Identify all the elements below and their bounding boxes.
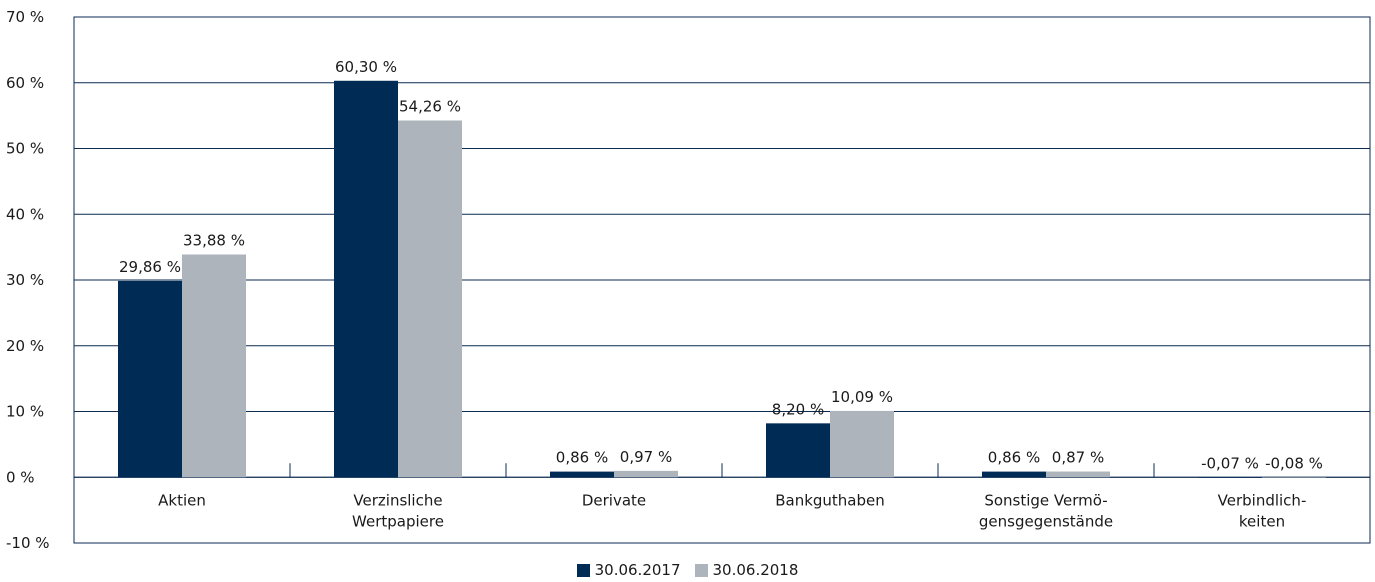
data-label: 10,09 %: [831, 388, 893, 406]
category-label: Verzinsliche Wertpapiere: [352, 491, 444, 530]
category-label: Sonstige Vermö-gensgegenstände: [979, 491, 1113, 530]
y-axis-tick-labels: 70 % 60 % 50 % 40 % 30 % 20 % 10 % 0 % -10 %: [6, 8, 50, 552]
data-label: 0,97 %: [620, 448, 672, 466]
bar: [334, 80, 398, 478]
bar: [766, 423, 830, 478]
bar: [118, 280, 182, 478]
data-label: -0,07 %: [1201, 454, 1259, 472]
data-label: 29,86 %: [119, 258, 181, 276]
y-tick-label: 40 %: [6, 205, 44, 223]
legend: 30.06.2017 30.06.2018: [0, 559, 1375, 581]
bar: [550, 471, 614, 478]
bar: [830, 410, 894, 478]
legend-swatch-2018: [694, 563, 708, 577]
category-label: Verbindlich-keiten: [1218, 491, 1307, 530]
data-label: 33,88 %: [183, 231, 245, 249]
data-label: 0,86 %: [556, 449, 608, 467]
bar: [1046, 471, 1110, 478]
data-label: 8,20 %: [772, 400, 824, 418]
y-tick-label: 60 %: [6, 74, 44, 92]
data-label: 54,26 %: [399, 97, 461, 115]
y-tick-label: 30 %: [6, 271, 44, 289]
y-tick-label: 70 %: [6, 8, 44, 26]
bar: [614, 470, 678, 478]
legend-swatch-2017: [576, 563, 590, 577]
data-labels: 29,86 %33,88 % 60,30 % 54,26 % 0,86 % 0,97 %…: [119, 58, 1323, 472]
bar: [398, 120, 462, 478]
y-tick-label: 50 %: [6, 140, 44, 158]
y-tick-label: 0 %: [6, 468, 35, 486]
y-tick-label: 20 %: [6, 337, 44, 355]
bar: [1262, 477, 1326, 478]
data-label: 60,30 %: [335, 58, 397, 76]
legend-label-2018: 30.06.2018: [712, 561, 799, 579]
y-tick-label: -10 %: [6, 534, 50, 552]
grid-lines: [73, 16, 1371, 544]
data-label: -0,08 %: [1265, 454, 1323, 472]
y-tick-label: 10 %: [6, 403, 44, 421]
category-label: Aktien: [158, 491, 206, 509]
bar: [182, 254, 246, 478]
category-label: Bankguthaben: [775, 491, 885, 509]
data-label: 0,86 %: [988, 449, 1040, 467]
category-label: Derivate: [582, 491, 646, 509]
data-label: 0,87 %: [1052, 449, 1104, 467]
bar: [1198, 477, 1262, 478]
legend-item-2017[interactable]: 30.06.2017: [576, 561, 681, 579]
legend-item-2018[interactable]: 30.06.2018: [694, 561, 799, 579]
bar: [982, 471, 1046, 478]
bars: [118, 80, 1326, 478]
x-axis-category-labels: Aktien Verzinsliche Wertpapiere Derivate Ban…: [158, 491, 1306, 530]
legend-label-2017: 30.06.2017: [594, 561, 681, 579]
